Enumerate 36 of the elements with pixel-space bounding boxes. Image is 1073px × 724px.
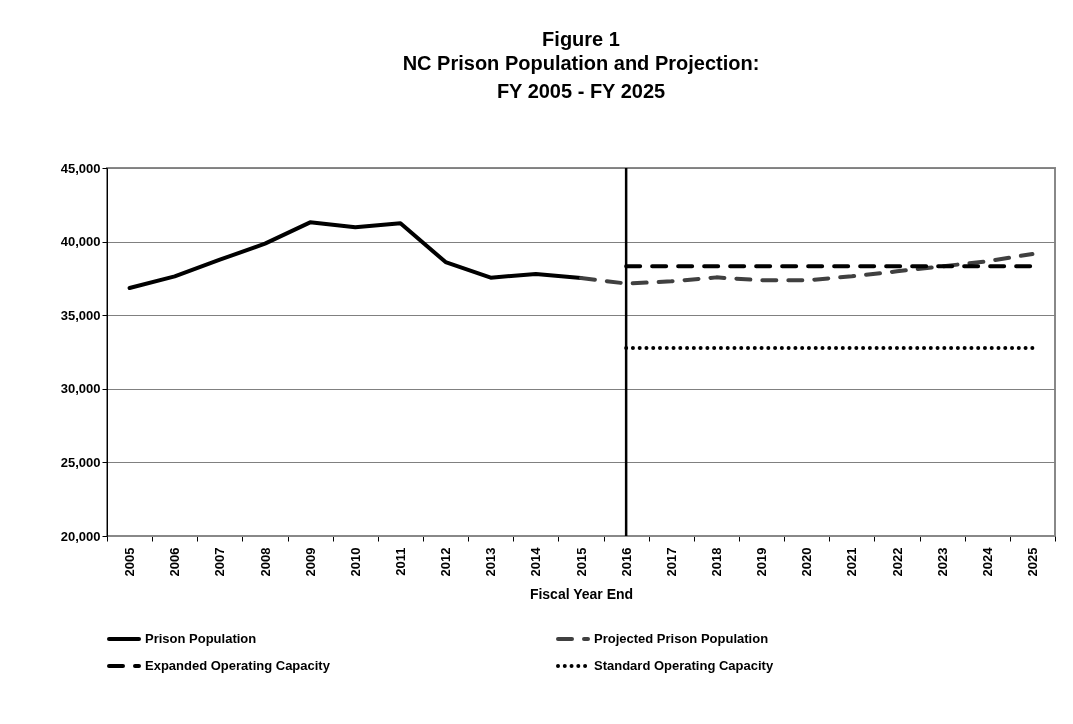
y-tick-label: 45,000 [60, 160, 101, 176]
y-tick-label: 20,000 [60, 528, 101, 544]
x-tick-label: 2011 [392, 547, 408, 576]
x-tick-label: 2008 [257, 547, 273, 577]
legend-label: Expanded Operating Capacity [145, 658, 331, 673]
x-tick-label: 2018 [708, 547, 724, 577]
x-tick-label: 2012 [438, 547, 454, 577]
x-tick-label: 2005 [122, 547, 138, 577]
x-tick-label: 2025 [1024, 547, 1040, 577]
x-tick-label: 2014 [528, 546, 544, 577]
legend-label: Standard Operating Capacity [594, 658, 774, 673]
line-series [127, 220, 583, 290]
y-tick-label: 40,000 [60, 234, 101, 250]
x-axis-title: Fiscal Year End [529, 586, 634, 603]
x-tick-label: 2006 [167, 547, 183, 577]
x-tick-label: 2017 [663, 547, 679, 577]
x-tick-label: 2007 [212, 547, 228, 577]
x-tick-label: 2013 [483, 547, 499, 577]
x-tick-label: 2024 [979, 546, 995, 577]
x-tick-label: 2016 [618, 547, 634, 577]
x-tick-label: 2021 [844, 547, 860, 577]
x-tick-label: 2015 [573, 547, 589, 577]
x-tick-label: 2022 [889, 547, 905, 577]
line-series [579, 251, 1035, 286]
y-tick-label: 25,000 [60, 454, 101, 470]
chart-subtitle: NC Prison Population and Projection: FY 2005 - FY 2025 [402, 52, 760, 102]
legend-label: Projected Prison Population [594, 631, 769, 646]
y-tick-label: 35,000 [60, 307, 101, 323]
y-tick-label: 30,000 [60, 381, 101, 397]
chart-title: Figure 1 [542, 28, 620, 50]
x-tick-label: 2009 [302, 547, 318, 577]
x-tick-label: 2023 [934, 547, 950, 577]
x-tick-label: 2020 [799, 547, 815, 577]
legend-label: Prison Population [145, 631, 257, 646]
x-tick-label: 2019 [754, 547, 770, 577]
x-tick-label: 2010 [347, 547, 363, 577]
